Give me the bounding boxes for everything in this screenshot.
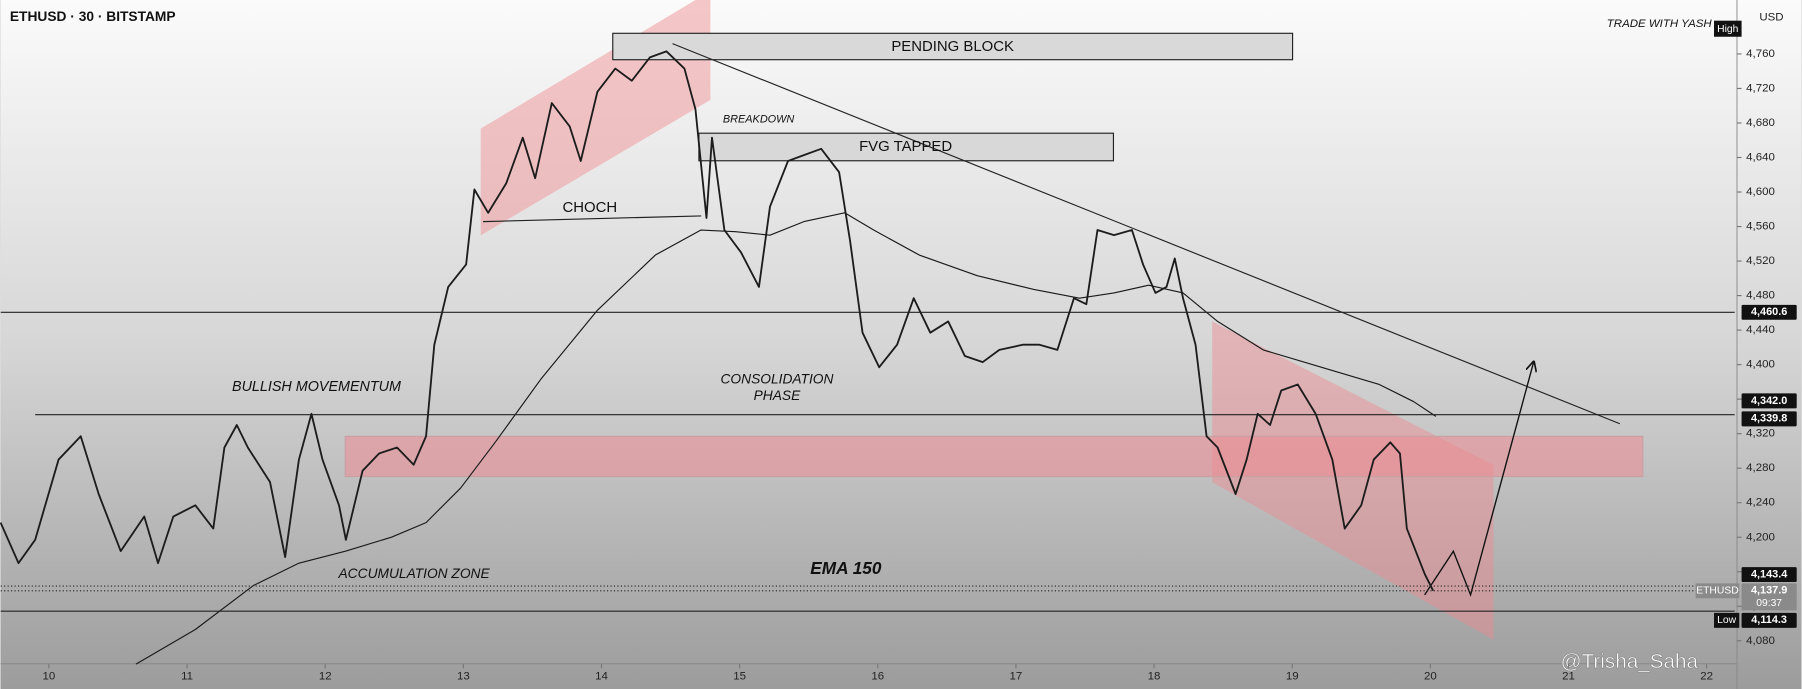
y-tick-label: 4,320 xyxy=(1746,428,1775,440)
price-tag xyxy=(1741,304,1797,320)
price-tag xyxy=(1741,583,1797,599)
x-tick-label: 13 xyxy=(457,670,470,682)
ema-line xyxy=(135,212,1437,665)
y-tick-label: 4,440 xyxy=(1746,324,1775,336)
projection-arrow xyxy=(1424,362,1534,598)
choch-line xyxy=(482,215,702,223)
x-tick-label: 17 xyxy=(1010,670,1023,682)
x-tick-label: 20 xyxy=(1424,670,1437,682)
demand-zone xyxy=(344,435,1644,478)
price-line xyxy=(0,50,1434,592)
y-tick-label: 4,680 xyxy=(1746,117,1775,129)
countdown-label: 09:37 xyxy=(1756,598,1782,609)
x-tick-label: 21 xyxy=(1562,670,1575,682)
price-tag xyxy=(1741,612,1797,628)
x-tick-label: 16 xyxy=(871,670,884,682)
x-tick-label: 12 xyxy=(319,670,332,682)
falling-channel xyxy=(1212,321,1494,640)
x-tick-label: 15 xyxy=(733,670,746,682)
y-tick-label: 4,600 xyxy=(1746,186,1775,198)
annotation: ACCUMULATION ZONE xyxy=(338,566,491,581)
y-tick-label: 4,760 xyxy=(1746,48,1775,60)
y-tick-label: 4,400 xyxy=(1746,359,1775,371)
price-tag-label: 4,342.0 xyxy=(1751,395,1787,407)
price-tag-label: 4,114.3 xyxy=(1751,614,1787,626)
header-note: TRADE WITH YASH xyxy=(1607,18,1713,30)
y-tick-label: 4,480 xyxy=(1746,290,1775,302)
plot xyxy=(0,50,1437,665)
axis-unit: USD xyxy=(1759,11,1783,23)
price-tag-label: 4,137.9 xyxy=(1751,585,1787,597)
countdown-tag xyxy=(1741,596,1797,611)
annotation: PENDING BLOCK xyxy=(891,38,1014,55)
price-tag xyxy=(1741,411,1797,427)
annotation: FVG TAPPED xyxy=(859,138,952,155)
y-tick-label: 4,080 xyxy=(1746,635,1775,647)
high-tag xyxy=(1714,20,1742,37)
symbol-tag-label: ETHUSD xyxy=(1696,586,1738,597)
annotation: BULLISH MOVEMENTUM xyxy=(232,379,401,395)
y-tick-label: 4,280 xyxy=(1746,462,1775,474)
price-tag-label: 4,339.8 xyxy=(1751,413,1787,425)
y-tick-label: 4,520 xyxy=(1746,255,1775,267)
price-tag xyxy=(1741,567,1797,583)
x-tick-label: 11 xyxy=(181,670,193,682)
price-tag xyxy=(1741,393,1797,409)
low-label: Low xyxy=(1717,615,1736,626)
annotation: CHOCH xyxy=(562,199,617,216)
y-tick-label: 4,640 xyxy=(1746,152,1775,164)
low-tag xyxy=(1714,612,1740,628)
chart-title: ETHUSD · 30 · BITSTAMP xyxy=(10,9,176,24)
symbol-tag xyxy=(1695,583,1740,599)
trendline xyxy=(672,43,1621,425)
x-tick-label: 14 xyxy=(595,670,608,682)
ema-label: EMA 150 xyxy=(810,558,882,578)
y-tick-label: 4,720 xyxy=(1746,82,1775,94)
annotation: BREAKDOWN xyxy=(723,113,795,125)
high-label: High xyxy=(1717,24,1738,35)
x-tick-label: 19 xyxy=(1286,670,1299,682)
x-tick-label: 18 xyxy=(1148,670,1161,682)
annotation: CONSOLIDATION xyxy=(721,372,834,387)
y-tick-label: 4,560 xyxy=(1746,221,1775,233)
y-tick-label: 4,200 xyxy=(1746,531,1775,543)
y-tick-label: 4,240 xyxy=(1746,497,1775,509)
annotation: PHASE xyxy=(754,388,801,403)
watermark: @Trisha_Saha xyxy=(1561,650,1699,673)
price-tag-label: 4,460.6 xyxy=(1751,306,1787,318)
x-tick-label: 22 xyxy=(1700,670,1713,682)
x-tick-label: 10 xyxy=(43,670,56,682)
price-tag-label: 4,143.4 xyxy=(1751,568,1787,580)
pending-block-box xyxy=(612,32,1294,61)
